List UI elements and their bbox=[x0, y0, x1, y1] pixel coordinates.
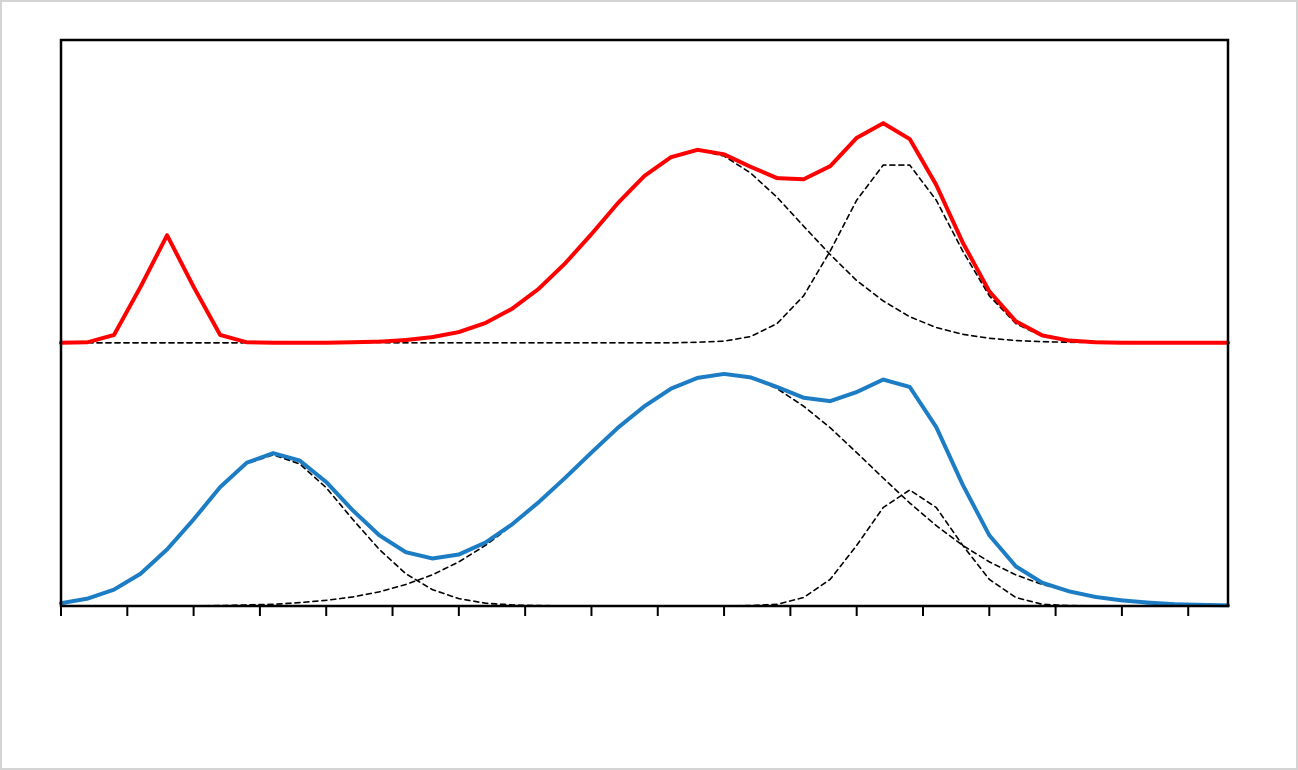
data-line bbox=[59, 121, 1230, 345]
plot-frame bbox=[59, 38, 1230, 608]
data-line bbox=[59, 371, 1230, 608]
